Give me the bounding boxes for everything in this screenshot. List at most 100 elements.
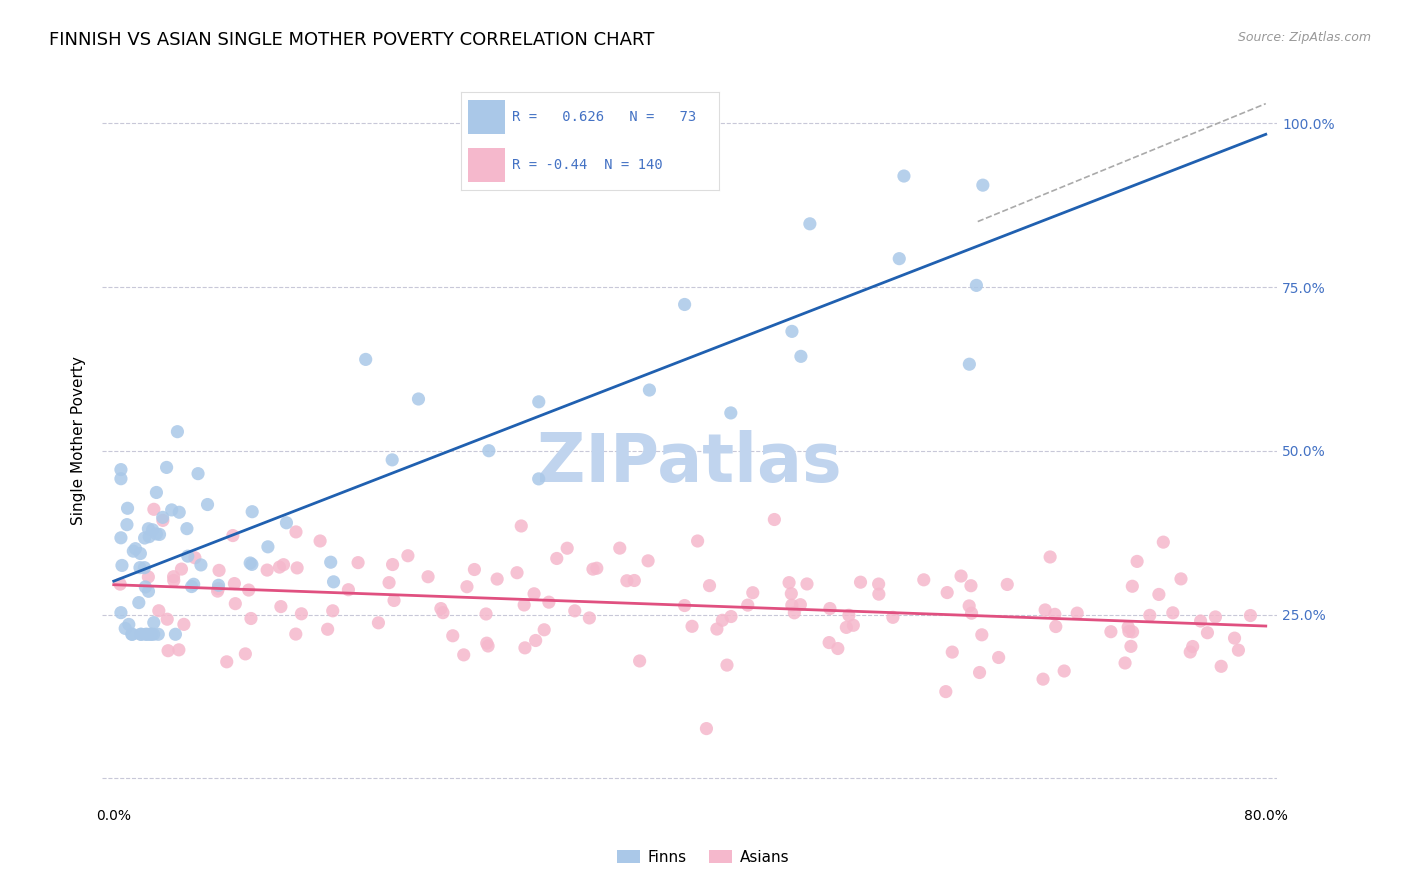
Point bbox=[322, 574, 344, 589]
Point bbox=[564, 604, 586, 618]
Point bbox=[523, 587, 546, 601]
Point bbox=[463, 562, 485, 576]
Point bbox=[207, 578, 229, 592]
Point bbox=[513, 640, 536, 655]
Point bbox=[319, 555, 342, 569]
Point bbox=[382, 593, 405, 607]
Point bbox=[1119, 640, 1142, 654]
Point bbox=[486, 572, 509, 586]
Point bbox=[868, 587, 890, 601]
Point bbox=[322, 604, 344, 618]
Point bbox=[882, 610, 904, 624]
Point bbox=[970, 628, 993, 642]
Point bbox=[780, 587, 803, 601]
Point bbox=[720, 609, 742, 624]
Point bbox=[477, 639, 499, 653]
Point bbox=[157, 643, 180, 657]
Point bbox=[1039, 549, 1062, 564]
Point bbox=[430, 601, 453, 615]
Point bbox=[170, 562, 193, 576]
Point bbox=[167, 505, 190, 519]
Point bbox=[165, 627, 187, 641]
Point bbox=[118, 617, 141, 632]
Point bbox=[155, 460, 177, 475]
Point bbox=[110, 472, 132, 486]
Point bbox=[381, 453, 404, 467]
Point bbox=[796, 577, 818, 591]
Point bbox=[716, 658, 738, 673]
Point bbox=[142, 615, 165, 630]
Point bbox=[115, 517, 138, 532]
Point bbox=[1189, 614, 1212, 628]
Point bbox=[190, 558, 212, 572]
Point bbox=[475, 607, 498, 621]
Point bbox=[138, 530, 160, 544]
Point bbox=[224, 576, 246, 591]
Point bbox=[290, 607, 312, 621]
Point bbox=[699, 579, 721, 593]
Point bbox=[129, 560, 152, 574]
Point bbox=[138, 584, 160, 599]
Point bbox=[673, 297, 696, 311]
Point bbox=[148, 604, 170, 618]
Point bbox=[285, 524, 308, 539]
Point bbox=[960, 579, 983, 593]
Point bbox=[741, 585, 763, 599]
Point bbox=[1053, 664, 1076, 678]
Point bbox=[309, 533, 332, 548]
Point bbox=[173, 617, 195, 632]
Point bbox=[950, 569, 973, 583]
Point bbox=[789, 598, 811, 612]
Point bbox=[284, 627, 307, 641]
Point bbox=[842, 618, 865, 632]
Point bbox=[142, 502, 165, 516]
Point bbox=[1239, 608, 1261, 623]
Point bbox=[270, 599, 292, 614]
Point bbox=[1126, 554, 1149, 568]
Point bbox=[215, 655, 238, 669]
Point bbox=[1147, 587, 1170, 601]
Point bbox=[239, 556, 262, 570]
Point bbox=[623, 574, 645, 588]
Point bbox=[156, 612, 179, 626]
Point bbox=[578, 611, 600, 625]
Point bbox=[207, 582, 229, 596]
Point bbox=[138, 570, 160, 584]
Point bbox=[673, 599, 696, 613]
Point bbox=[638, 383, 661, 397]
Point bbox=[235, 647, 257, 661]
Point bbox=[145, 485, 167, 500]
Point bbox=[148, 627, 170, 641]
Point bbox=[134, 580, 156, 594]
Point bbox=[868, 577, 890, 591]
Point bbox=[108, 577, 131, 591]
Point bbox=[972, 178, 994, 193]
Point bbox=[1116, 620, 1139, 634]
Point bbox=[166, 425, 188, 439]
Point bbox=[117, 501, 139, 516]
Point bbox=[1033, 603, 1056, 617]
Point bbox=[1223, 631, 1246, 645]
Point bbox=[711, 613, 734, 627]
Point bbox=[1045, 619, 1067, 633]
Point bbox=[637, 554, 659, 568]
Point bbox=[152, 513, 174, 527]
Point bbox=[162, 570, 184, 584]
Point bbox=[208, 563, 231, 577]
Point bbox=[838, 608, 860, 623]
Point bbox=[240, 505, 263, 519]
Point bbox=[737, 598, 759, 612]
Point bbox=[1099, 624, 1122, 639]
Point bbox=[912, 573, 935, 587]
Point bbox=[1121, 579, 1143, 593]
Point bbox=[835, 620, 858, 634]
Point bbox=[134, 531, 156, 545]
Point bbox=[222, 528, 245, 542]
Point bbox=[138, 522, 160, 536]
Point bbox=[555, 541, 578, 556]
Point bbox=[818, 635, 841, 649]
Point bbox=[513, 598, 536, 612]
Point bbox=[969, 665, 991, 680]
Point bbox=[582, 562, 605, 576]
Point bbox=[818, 601, 841, 615]
